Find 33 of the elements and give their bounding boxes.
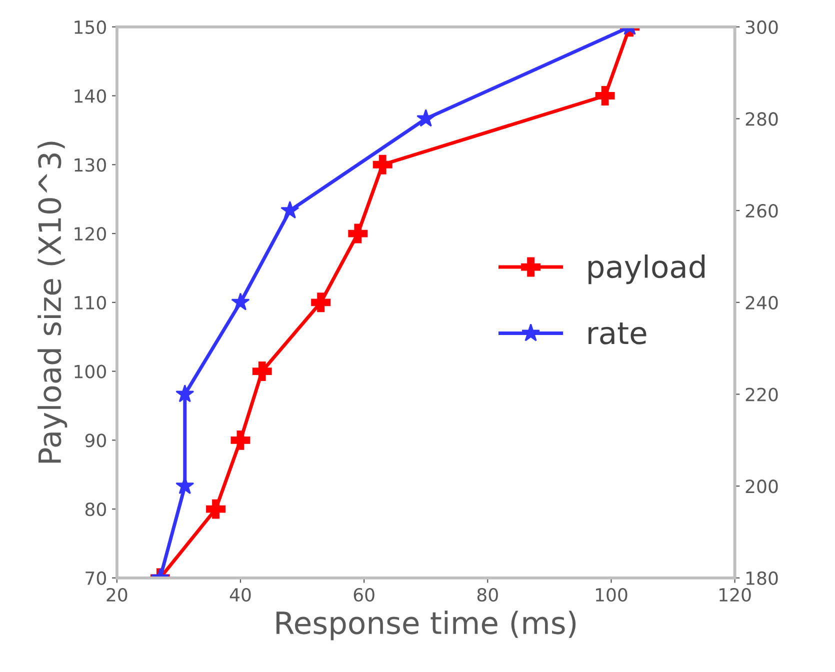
- y2-tick-label: 240: [746, 296, 778, 310]
- y2-tick-label: 280: [746, 112, 778, 126]
- legend-label: payload: [588, 254, 705, 284]
- point: [595, 86, 615, 106]
- x-tick-label: 20: [106, 588, 128, 602]
- y-axis-title: Payload size (X10^3): [38, 142, 68, 463]
- point: [348, 224, 368, 244]
- x-axis-title: Response time (ms): [276, 610, 576, 640]
- y-tick-label: 150: [74, 20, 106, 34]
- point: [206, 499, 226, 519]
- y-tick-label: 110: [74, 296, 106, 310]
- y-tick-label: 100: [74, 364, 106, 378]
- x-tick-label: 100: [596, 588, 628, 602]
- y2-tick-label: 200: [746, 480, 778, 494]
- y2-tick-label: 180: [746, 571, 778, 586]
- y-tick-label: 140: [74, 89, 106, 103]
- y-tick-label: 90: [85, 434, 106, 448]
- y-tick-label: 120: [74, 226, 106, 241]
- point: [372, 154, 392, 174]
- point: [311, 292, 331, 312]
- y2-tick-label: 300: [746, 20, 778, 34]
- x-tick-label: 80: [477, 588, 498, 602]
- legend-label: rate: [588, 322, 646, 344]
- y-tick-label: 70: [86, 571, 106, 586]
- x-tick-label: 60: [354, 588, 374, 602]
- point: [252, 362, 272, 382]
- x-tick-label: 120: [720, 588, 751, 602]
- y-tick-label: 130: [74, 158, 106, 172]
- y2-tick-label: 220: [746, 388, 778, 402]
- y-tick-label: 80: [85, 502, 106, 516]
- x-tick-label: 40: [230, 588, 251, 602]
- point: [230, 430, 250, 450]
- y2-tick-label: 260: [746, 204, 778, 218]
